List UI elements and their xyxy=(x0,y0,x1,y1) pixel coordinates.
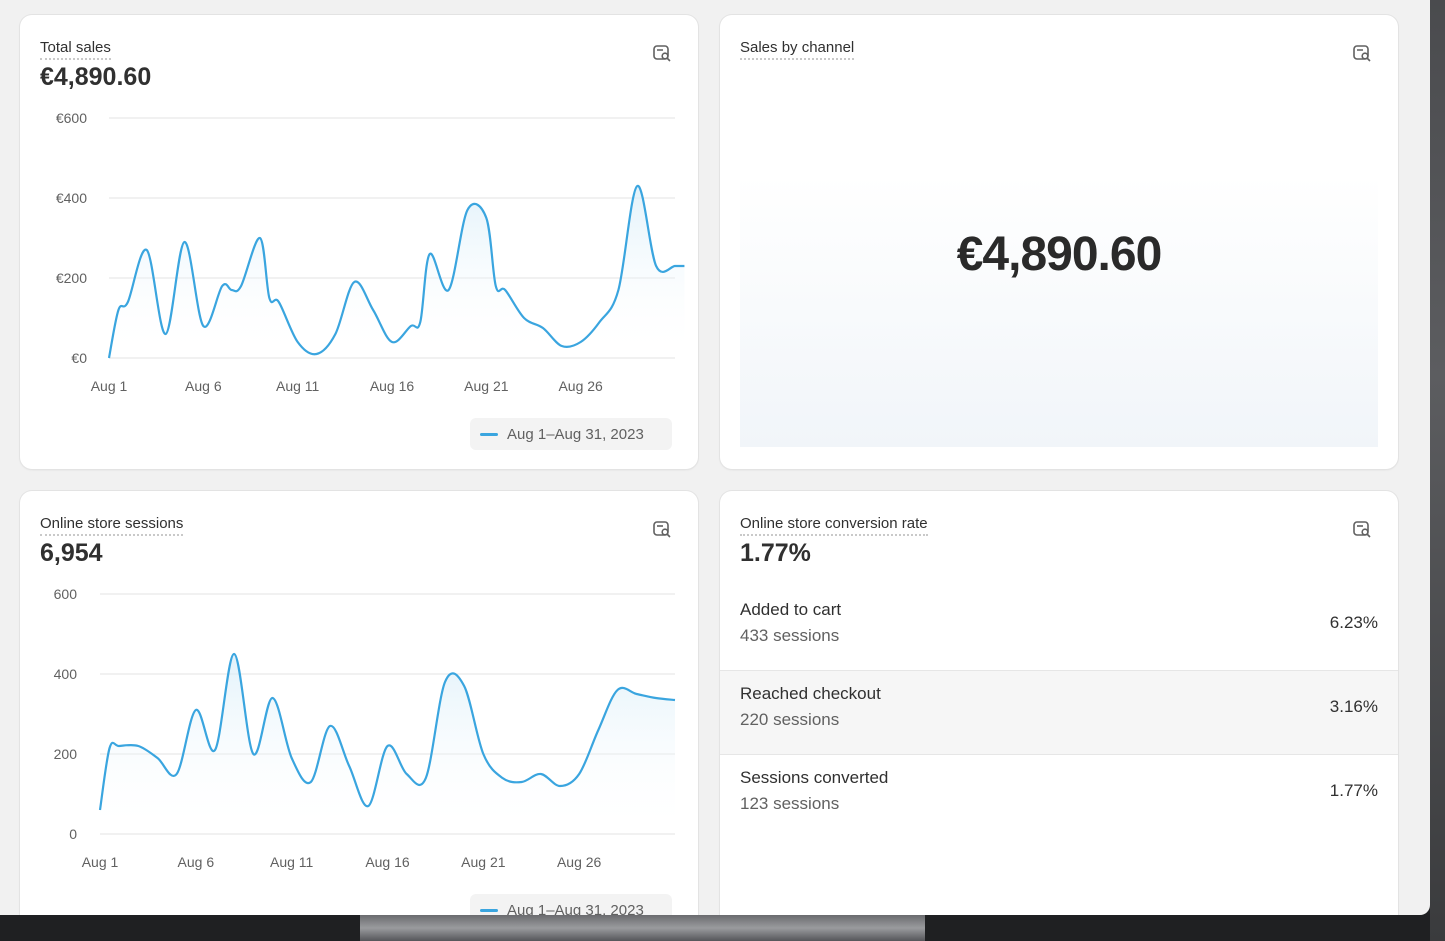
funnel-label: Reached checkout xyxy=(740,684,881,703)
funnel-percent: 6.23% xyxy=(1329,613,1378,632)
series-line xyxy=(107,184,685,359)
y-tick-label: 600 xyxy=(54,586,78,602)
x-tick-label: Aug 6 xyxy=(178,854,215,870)
y-tick-label: €600 xyxy=(56,110,87,126)
total-sales-value: €4,890.60 xyxy=(40,63,152,91)
explore-report-icon[interactable] xyxy=(1352,43,1372,63)
funnel-row-sessions-converted: Sessions converted 123 sessions 1.77% xyxy=(720,755,1398,839)
series-line xyxy=(98,652,676,811)
x-tick-label: Aug 26 xyxy=(558,378,603,394)
x-tick-label: Aug 1 xyxy=(82,854,119,870)
x-tick-label: Aug 21 xyxy=(461,854,506,870)
y-tick-label: 400 xyxy=(54,666,78,682)
conversion-title[interactable]: Online store conversion rate xyxy=(740,515,928,536)
x-tick-label: Aug 1 xyxy=(91,378,128,394)
funnel-sessions: 433 sessions xyxy=(740,626,840,645)
sales-by-channel-card: Sales by channel €4,890.60 xyxy=(720,15,1398,469)
funnel-row-reached-checkout: Reached checkout 220 sessions 3.16% xyxy=(720,671,1398,755)
y-tick-label: 0 xyxy=(69,826,77,842)
big-number-panel xyxy=(740,175,1378,447)
conversion-card: Online store conversion rate 1.77% Added… xyxy=(720,491,1398,915)
sessions-title[interactable]: Online store sessions xyxy=(40,515,184,536)
x-tick-label: Aug 16 xyxy=(365,854,410,870)
legend-label: Aug 1–Aug 31, 2023 xyxy=(507,901,644,916)
funnel-row-added-to-cart: Added to cart 433 sessions 6.23% xyxy=(720,587,1398,671)
x-tick-label: Aug 6 xyxy=(185,378,222,394)
dock xyxy=(360,915,925,941)
y-tick-label: €400 xyxy=(56,190,87,206)
background-window-edge xyxy=(1430,0,1445,941)
sales-by-channel-value: €4,890.60 xyxy=(956,228,1163,281)
y-tick-label: 200 xyxy=(54,746,78,762)
funnel-sessions: 220 sessions xyxy=(740,710,840,729)
x-tick-label: Aug 16 xyxy=(370,378,415,394)
y-tick-label: €200 xyxy=(56,270,87,286)
funnel-label: Sessions converted xyxy=(740,768,889,787)
sessions-chart: 600 400 200 0 Aug 1 Aug 6 Aug 11 Aug 16 Aug 21 Au… xyxy=(54,586,676,870)
explore-report-icon[interactable] xyxy=(1352,519,1372,539)
total-sales-title[interactable]: Total sales xyxy=(40,39,111,60)
sessions-card: Online store sessions 6,954 600 400 200 0 Au… xyxy=(20,491,698,915)
sessions-value: 6,954 xyxy=(40,539,103,567)
funnel-sessions: 123 sessions xyxy=(740,794,840,813)
sessions-legend[interactable]: Aug 1–Aug 31, 2023 xyxy=(470,894,672,915)
analytics-window: Total sales €4,890.60 €600 €400 €200 €0 Aug … xyxy=(0,0,1430,915)
x-tick-label: Aug 21 xyxy=(464,378,509,394)
x-tick-label: Aug 11 xyxy=(270,854,314,870)
total-sales-legend[interactable]: Aug 1–Aug 31, 2023 xyxy=(470,418,672,450)
funnel-percent: 1.77% xyxy=(1329,781,1378,800)
legend-swatch xyxy=(480,908,498,912)
x-tick-label: Aug 11 xyxy=(276,378,320,394)
sales-by-channel-title[interactable]: Sales by channel xyxy=(740,39,855,60)
x-tick-label: Aug 26 xyxy=(557,854,602,870)
series-area xyxy=(100,653,675,834)
explore-report-icon[interactable] xyxy=(652,519,672,539)
legend-swatch xyxy=(480,432,498,436)
y-tick-label: €0 xyxy=(71,350,87,366)
conversion-value: 1.77% xyxy=(740,539,811,567)
series-area xyxy=(109,185,685,358)
legend-label: Aug 1–Aug 31, 2023 xyxy=(507,425,644,443)
explore-report-icon[interactable] xyxy=(652,43,672,63)
funnel-label: Added to cart xyxy=(740,600,842,619)
total-sales-card: Total sales €4,890.60 €600 €400 €200 €0 Aug … xyxy=(20,15,698,469)
funnel-percent: 3.16% xyxy=(1329,697,1378,716)
